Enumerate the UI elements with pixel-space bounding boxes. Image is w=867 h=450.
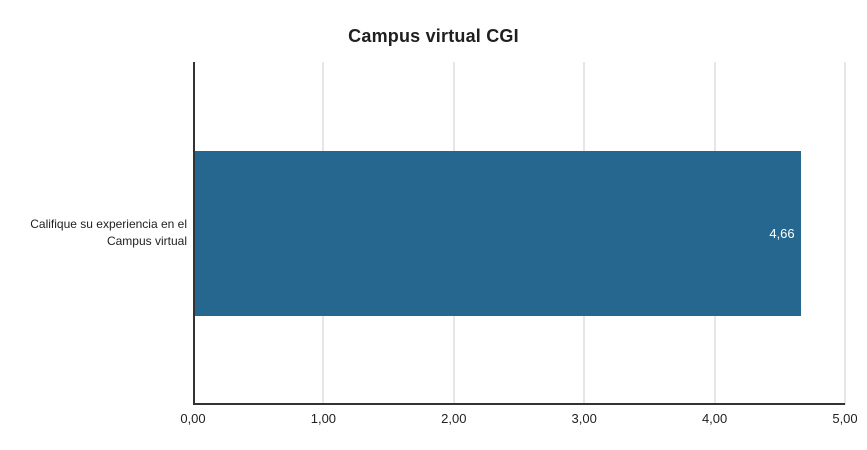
chart-title: Campus virtual CGI [348, 26, 519, 46]
bar-campus-virtual[interactable]: 4,66 [195, 151, 801, 316]
x-tick-label: 4,00 [701, 411, 728, 426]
category-label-line-1: Califique su experiencia en el [30, 217, 187, 231]
x-axis-line [193, 403, 845, 405]
x-tick-label: 2,00 [441, 411, 467, 426]
x-tick-label: 0,00 [180, 411, 206, 426]
y-axis-line [193, 62, 195, 405]
plot-area: 4,66 [193, 62, 846, 405]
x-tick-label: 1,00 [310, 411, 337, 426]
category-label-line-2: Campus virtual [106, 234, 187, 248]
category-label: Califique su experiencia en el Campus vi… [0, 216, 187, 250]
bar-value-label: 4,66 [769, 226, 795, 241]
x-tick-label: 3,00 [571, 411, 597, 426]
x-tick-label: 5,00 [832, 411, 858, 426]
gridline [844, 62, 846, 405]
